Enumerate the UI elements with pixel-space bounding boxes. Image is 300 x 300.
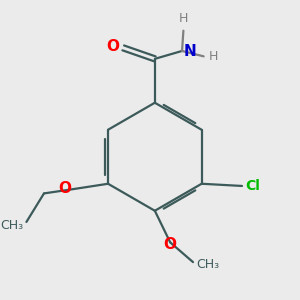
- Text: N: N: [183, 44, 196, 59]
- Text: Cl: Cl: [245, 179, 260, 193]
- Text: H: H: [209, 50, 218, 63]
- Text: O: O: [106, 39, 119, 54]
- Text: CH₃: CH₃: [196, 258, 220, 271]
- Text: H: H: [179, 12, 188, 25]
- Text: O: O: [164, 237, 177, 252]
- Text: O: O: [58, 181, 71, 196]
- Text: CH₃: CH₃: [1, 220, 24, 232]
